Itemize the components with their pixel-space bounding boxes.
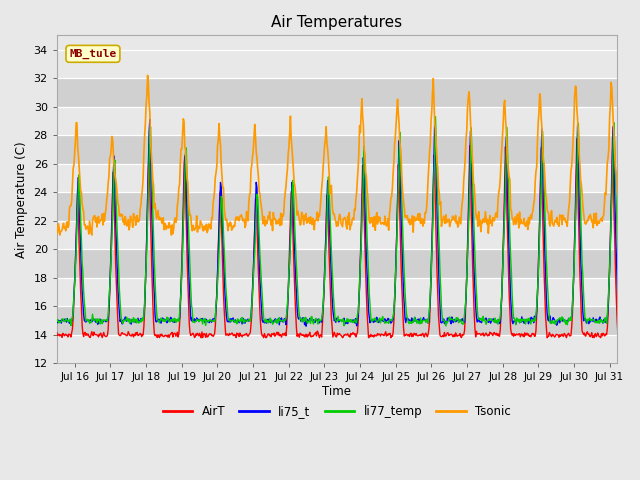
Text: MB_tule: MB_tule	[69, 49, 116, 59]
Bar	[57, 278, 617, 306]
Y-axis label: Air Temperature (C): Air Temperature (C)	[15, 141, 28, 258]
Bar	[57, 78, 617, 107]
X-axis label: Time: Time	[323, 385, 351, 398]
Legend: AirT, li75_t, li77_temp, Tsonic: AirT, li75_t, li77_temp, Tsonic	[158, 401, 516, 423]
Bar	[57, 306, 617, 335]
Bar	[57, 107, 617, 135]
Bar	[57, 164, 617, 192]
Bar	[57, 221, 617, 249]
Bar	[57, 335, 617, 363]
Bar	[57, 249, 617, 278]
Title: Air Temperatures: Air Temperatures	[271, 15, 403, 30]
Bar	[57, 192, 617, 221]
Bar	[57, 49, 617, 78]
Bar	[57, 135, 617, 164]
